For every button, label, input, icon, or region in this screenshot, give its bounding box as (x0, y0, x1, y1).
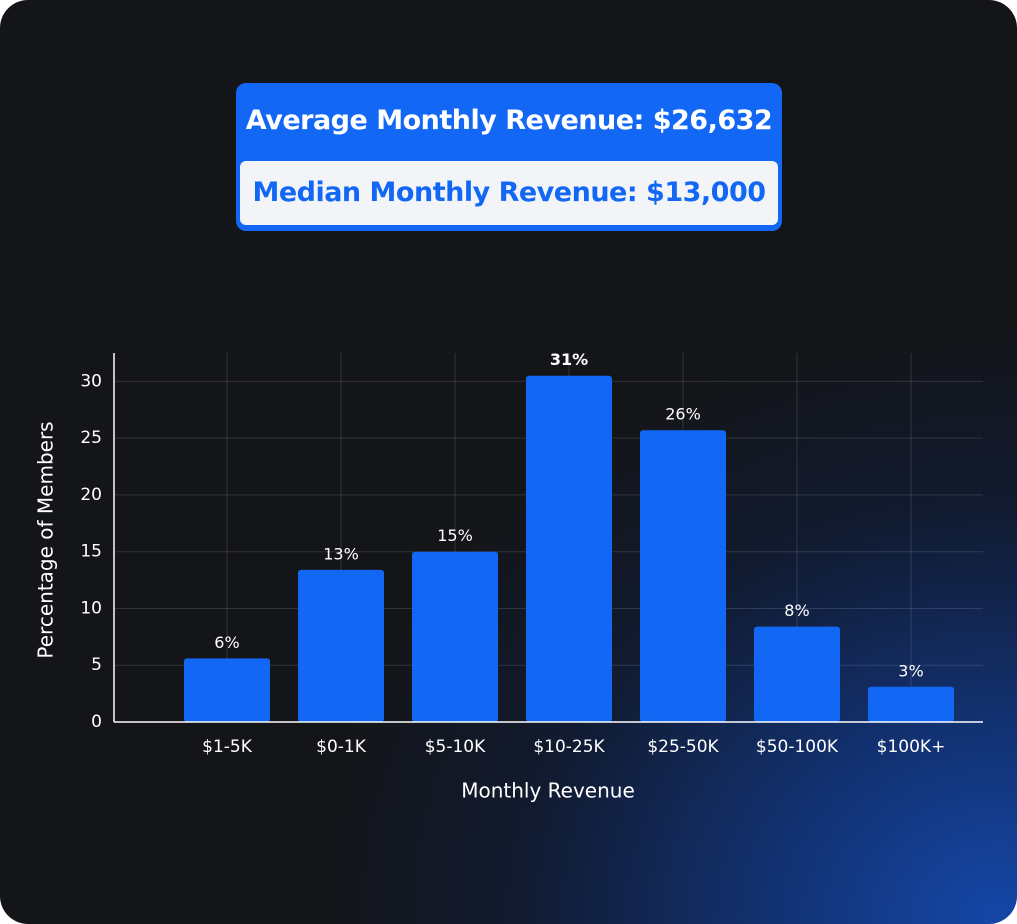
x-tick-label: $100K+ (877, 737, 946, 757)
bar (754, 626, 840, 722)
y-tick-label: 10 (80, 598, 102, 618)
value-label: 8% (784, 601, 809, 620)
value-label: 31% (550, 350, 588, 369)
value-label: 15% (437, 526, 473, 545)
y-tick-label: 20 (80, 485, 102, 505)
value-label: 3% (898, 661, 923, 680)
x-tick-label: $25-50K (647, 737, 719, 757)
value-label: 6% (214, 633, 239, 652)
y-axis-label: Percentage of Members (34, 421, 58, 658)
x-tick-label: $10-25K (533, 737, 605, 757)
bar (526, 375, 612, 722)
x-tick-label: $1-5K (202, 737, 253, 757)
y-tick-label: 0 (91, 712, 102, 732)
bar (184, 658, 270, 722)
y-tick-label: 15 (80, 542, 102, 562)
bar (868, 686, 954, 722)
y-tick-label: 30 (80, 371, 102, 391)
bar (640, 430, 726, 722)
value-label: 13% (323, 544, 359, 563)
x-tick-label: $50-100K (756, 737, 839, 757)
bar (412, 551, 498, 722)
value-label: 26% (665, 405, 701, 424)
average-stat: Average Monthly Revenue: $26,632 (245, 105, 773, 136)
x-axis-label: Monthly Revenue (461, 779, 635, 803)
y-tick-label: 25 (80, 428, 102, 448)
stats-box: Average Monthly Revenue: $26,632 Median … (236, 83, 782, 231)
x-tick-label: $0-1K (316, 737, 367, 757)
x-tick-label: $5-10K (425, 737, 486, 757)
y-tick-label: 5 (91, 655, 102, 675)
bar (298, 569, 384, 722)
median-stat: Median Monthly Revenue: $13,000 (240, 161, 778, 225)
